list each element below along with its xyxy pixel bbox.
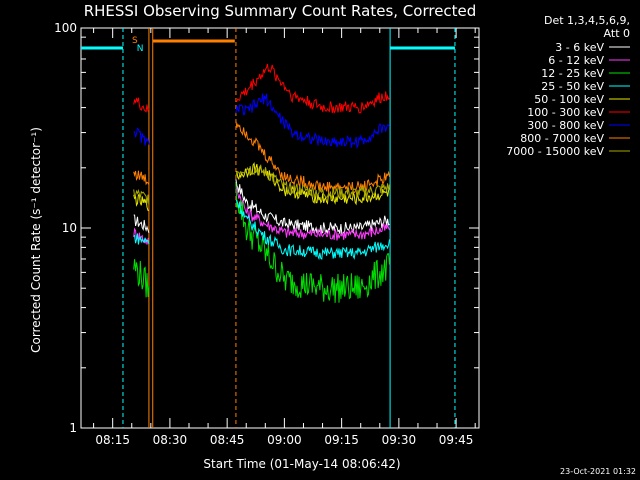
x-tick-label: 08:45 <box>210 433 245 447</box>
legend-entry-label: 300 - 800 keV <box>527 119 604 132</box>
series-line <box>133 214 150 233</box>
x-tick-label: 09:30 <box>382 433 417 447</box>
series-lines <box>133 63 390 303</box>
y-tick-label: 1 <box>69 421 77 435</box>
chart-title: RHESSI Observing Summary Count Rates, Co… <box>84 2 477 20</box>
series-line <box>235 179 390 235</box>
series-line <box>235 120 390 194</box>
legend-entry-label: 800 - 7000 keV <box>520 132 604 145</box>
x-tick-label: 08:30 <box>153 433 188 447</box>
y-tick-label: 100 <box>54 21 77 35</box>
series-line <box>133 170 150 186</box>
series-line <box>235 199 390 261</box>
legend-entry-label: 12 - 25 keV <box>541 67 604 80</box>
x-axis-label: Start Time (01-May-14 08:06:42) <box>203 457 400 471</box>
legend-entry-label: 100 - 300 keV <box>527 106 604 119</box>
legend-entry-label: 25 - 50 keV <box>541 80 604 93</box>
x-tick-label: 08:15 <box>95 433 130 447</box>
series-line <box>133 97 150 113</box>
series-line <box>133 259 150 298</box>
series-line <box>133 188 150 205</box>
series-line <box>133 233 150 245</box>
x-tick-label: 09:15 <box>324 433 359 447</box>
series-line <box>235 93 390 150</box>
axes: 1 10 100 08:15 08:30 08:45 09:00 09:15 09:30 09:4… <box>54 21 480 447</box>
legend-entry-label: 3 - 6 keV <box>555 41 604 54</box>
series-line <box>235 186 390 241</box>
y-axis-label: Corrected Count Rate (s⁻¹ detector⁻¹) <box>29 127 43 353</box>
legend-entry-label: 50 - 100 keV <box>534 93 604 106</box>
flag-bars: SN <box>81 28 456 428</box>
legend-entry-label: 6 - 12 keV <box>548 54 604 67</box>
saa-marker: S <box>132 36 138 46</box>
legend-header: Att 0 <box>604 27 630 40</box>
night-marker: N <box>137 44 144 54</box>
x-tick-label: 09:45 <box>439 433 474 447</box>
legend-entry-label: 7000 - 15000 keV <box>506 145 604 158</box>
plot-timestamp: 23-Oct-2021 01:32 <box>560 467 636 476</box>
series-line <box>235 182 390 303</box>
x-tick-label: 09:00 <box>267 433 302 447</box>
y-tick-label: 10 <box>62 221 77 235</box>
series-line <box>133 127 150 146</box>
series-line <box>235 63 390 115</box>
legend-header: Det 1,3,4,5,6,9, <box>544 14 630 27</box>
series-line <box>235 164 390 199</box>
